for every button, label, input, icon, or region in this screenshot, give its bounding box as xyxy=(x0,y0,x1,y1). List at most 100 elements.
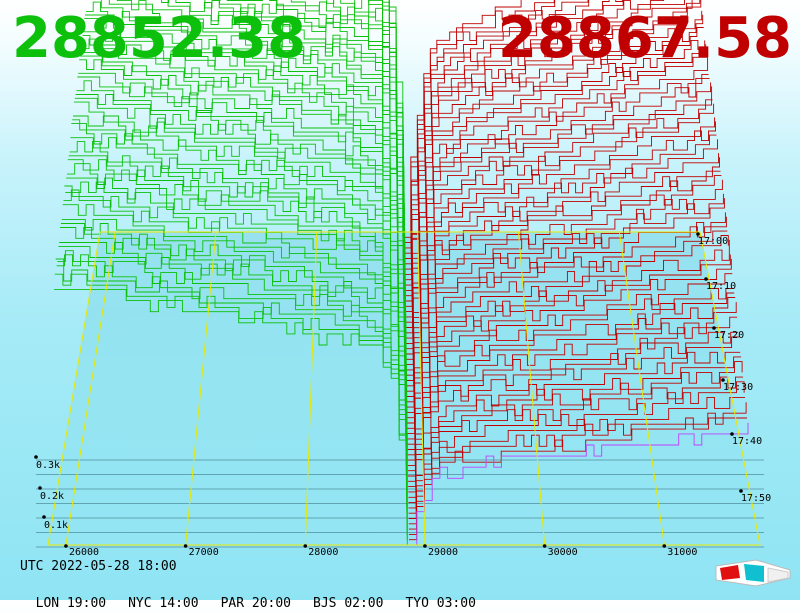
bid-depth-line xyxy=(78,72,406,397)
ask-depth-line xyxy=(406,86,713,350)
price-tick-mark xyxy=(183,544,188,548)
chart-axes: 26000 27000 28000 29000 30000 31000 0.1k 0.2k 0.… xyxy=(34,231,771,558)
ask-depth-line xyxy=(405,0,693,281)
ask-depth-line xyxy=(405,0,701,286)
ask-depth-line xyxy=(408,331,739,493)
ask-depth-line xyxy=(407,254,731,450)
ask-depth-line xyxy=(408,316,738,488)
ask-depth-line xyxy=(408,396,746,530)
ask-depth-line xyxy=(404,0,555,238)
price-tick-label: 29000 xyxy=(428,547,458,558)
price-tick-label: 31000 xyxy=(667,547,697,558)
bid-depth-line xyxy=(60,227,408,508)
ask-depth-line xyxy=(404,0,589,249)
bid-depth-line xyxy=(75,94,406,413)
price-tick-label: 28000 xyxy=(308,547,338,558)
ask-depth-line xyxy=(406,174,722,403)
ask-depth-line xyxy=(408,336,740,498)
depth-tick-mark xyxy=(34,455,38,459)
bid-depth-line xyxy=(70,137,407,445)
timezone-lon: LON 19:00 xyxy=(35,596,107,611)
ask-depth-line xyxy=(404,0,522,233)
price-tick-label: 26000 xyxy=(69,547,99,558)
bid-depth-line xyxy=(67,159,407,461)
ask-depth-line xyxy=(407,273,733,461)
bid-depth-line xyxy=(276,0,405,301)
ask-depth-line xyxy=(407,258,732,456)
ask-depth-line xyxy=(408,381,745,525)
bid-depth-line xyxy=(82,34,406,370)
bid-depth-line xyxy=(73,101,406,423)
bid-depth-line xyxy=(83,31,406,365)
ask-depth-line xyxy=(408,292,735,472)
ask-depth-line xyxy=(406,157,720,392)
bid-depth-line xyxy=(290,0,405,296)
plot-frame xyxy=(47,231,761,546)
bid-depth-line xyxy=(57,250,408,524)
ask-depth-line xyxy=(407,179,723,408)
ask-depth-line xyxy=(408,376,744,519)
bid-depth-line xyxy=(86,1,405,349)
bid-depth-line xyxy=(79,59,406,392)
ask-depth-line xyxy=(407,230,728,435)
bid-depth-line xyxy=(68,155,407,455)
ask-depth-line xyxy=(406,103,715,360)
3d-glasses-icon[interactable] xyxy=(712,556,792,592)
ask-depth-line xyxy=(408,356,742,509)
ask-depth-line xyxy=(405,73,709,334)
price-gridline xyxy=(65,231,116,546)
bid-depth-line xyxy=(333,0,405,291)
ask-depth-line xyxy=(404,0,623,259)
bid-depth-line xyxy=(116,0,405,333)
time-tick-mark xyxy=(712,326,716,330)
timezone-par: PAR 20:00 xyxy=(220,596,292,611)
price-tick-mark xyxy=(662,544,667,548)
price-gridline xyxy=(185,231,217,546)
ask-depth-line xyxy=(405,39,706,313)
time-tick-mark xyxy=(721,378,725,382)
bid-depth-line xyxy=(212,0,405,307)
bid-depth-line xyxy=(60,223,408,503)
depth-tick-mark xyxy=(42,515,46,519)
ask-depth-line xyxy=(406,121,716,371)
ask-depth-line xyxy=(407,239,730,445)
ask-depth-line xyxy=(405,44,707,318)
timezone-row: LON 19:00 NYC 14:00 PAR 20:00 BJS 02:00 TYO … xyxy=(20,580,498,612)
bid-depth-line xyxy=(66,177,407,471)
bid-depth-line xyxy=(80,51,406,381)
ask-depth-line xyxy=(405,0,702,291)
ask-depth-line xyxy=(407,235,729,440)
timezone-bjs: BJS 02:00 xyxy=(313,596,384,611)
ask-depth-line xyxy=(404,0,685,275)
price-tick-label: 30000 xyxy=(548,547,578,558)
time-tick-label: 17:10 xyxy=(706,281,736,292)
bid-depth-line xyxy=(84,18,406,360)
timezone-tyo: TYO 03:00 xyxy=(405,596,476,611)
bid-depth-line xyxy=(85,14,405,354)
ask-depth-line xyxy=(405,77,710,339)
ask-depth-line xyxy=(405,14,704,302)
bid-depth-line xyxy=(64,185,407,482)
ask-depth-line xyxy=(409,422,749,546)
bid-depth-line xyxy=(58,246,408,519)
ask-depth-line xyxy=(407,193,724,413)
timezone-nyc: NYC 14:00 xyxy=(128,596,199,611)
depth-tick-label: 0.1k xyxy=(44,520,68,531)
ask-depth-line xyxy=(406,134,717,376)
time-tick-label: 17:00 xyxy=(698,236,728,247)
ask-depth-line xyxy=(405,52,709,328)
bid-depth-line xyxy=(77,76,406,402)
price-gridline xyxy=(517,231,546,546)
time-tick-label: 17:20 xyxy=(714,330,744,341)
depth-tick-label: 0.3k xyxy=(36,460,60,471)
time-tick-mark xyxy=(696,232,700,236)
price-tick-mark xyxy=(64,544,68,548)
price-tick-mark xyxy=(542,544,547,548)
ask-depth-line xyxy=(407,288,734,466)
ask-depth-line xyxy=(406,82,712,344)
bid-depth-line xyxy=(74,97,406,418)
price-gridline xyxy=(304,231,318,546)
bid-depth-line xyxy=(219,0,405,312)
ask-depth-line xyxy=(405,27,704,307)
